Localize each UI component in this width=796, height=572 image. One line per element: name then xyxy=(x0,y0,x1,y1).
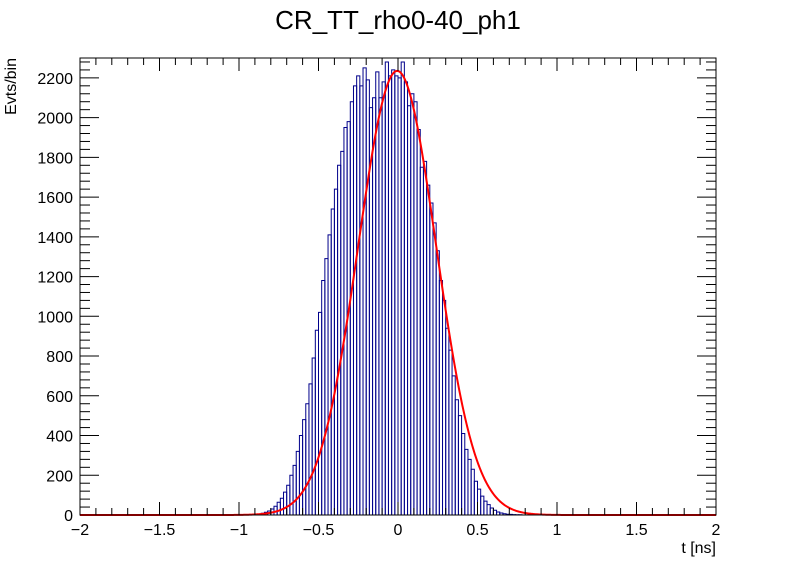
y-tick-label: 800 xyxy=(46,349,73,366)
y-tick-label: 1000 xyxy=(37,309,73,326)
x-tick-label: −0.5 xyxy=(303,522,335,539)
x-tick-label: −2 xyxy=(71,522,89,539)
y-axis-ticks: 0 200 400 600 800 1000 1200 1400 1600 1800 2000 220… xyxy=(37,61,716,525)
y-axis-title: Evts/bin xyxy=(3,58,20,115)
y-tick-label: 600 xyxy=(46,389,73,406)
x-tick-label: 0 xyxy=(394,522,403,539)
x-axis-title: t [ns] xyxy=(681,540,716,557)
y-tick-label: 2200 xyxy=(37,71,73,88)
y-tick-label: 1200 xyxy=(37,270,73,287)
y-tick-label: 1600 xyxy=(37,190,73,207)
y-tick-label: 0 xyxy=(64,508,73,525)
y-tick-label: 200 xyxy=(46,468,73,485)
x-tick-label: 2 xyxy=(712,522,721,539)
chart-title: CR_TT_rho0-40_ph1 xyxy=(275,5,521,35)
x-tick-label: −1 xyxy=(230,522,248,539)
y-tick-label: 400 xyxy=(46,429,73,446)
y-tick-label: 1800 xyxy=(37,150,73,167)
x-tick-label: 1.5 xyxy=(625,522,647,539)
x-tick-label: 0.5 xyxy=(466,522,488,539)
x-axis-ticks: −2 −1.5 −1 −0.5 0 0.5 1 1.5 2 xyxy=(71,58,721,539)
histogram-series xyxy=(254,61,545,516)
y-tick-label: 1400 xyxy=(37,230,73,247)
x-tick-label: 1 xyxy=(553,522,562,539)
y-tick-label: 2000 xyxy=(37,111,73,128)
x-tick-label: −1.5 xyxy=(144,522,176,539)
